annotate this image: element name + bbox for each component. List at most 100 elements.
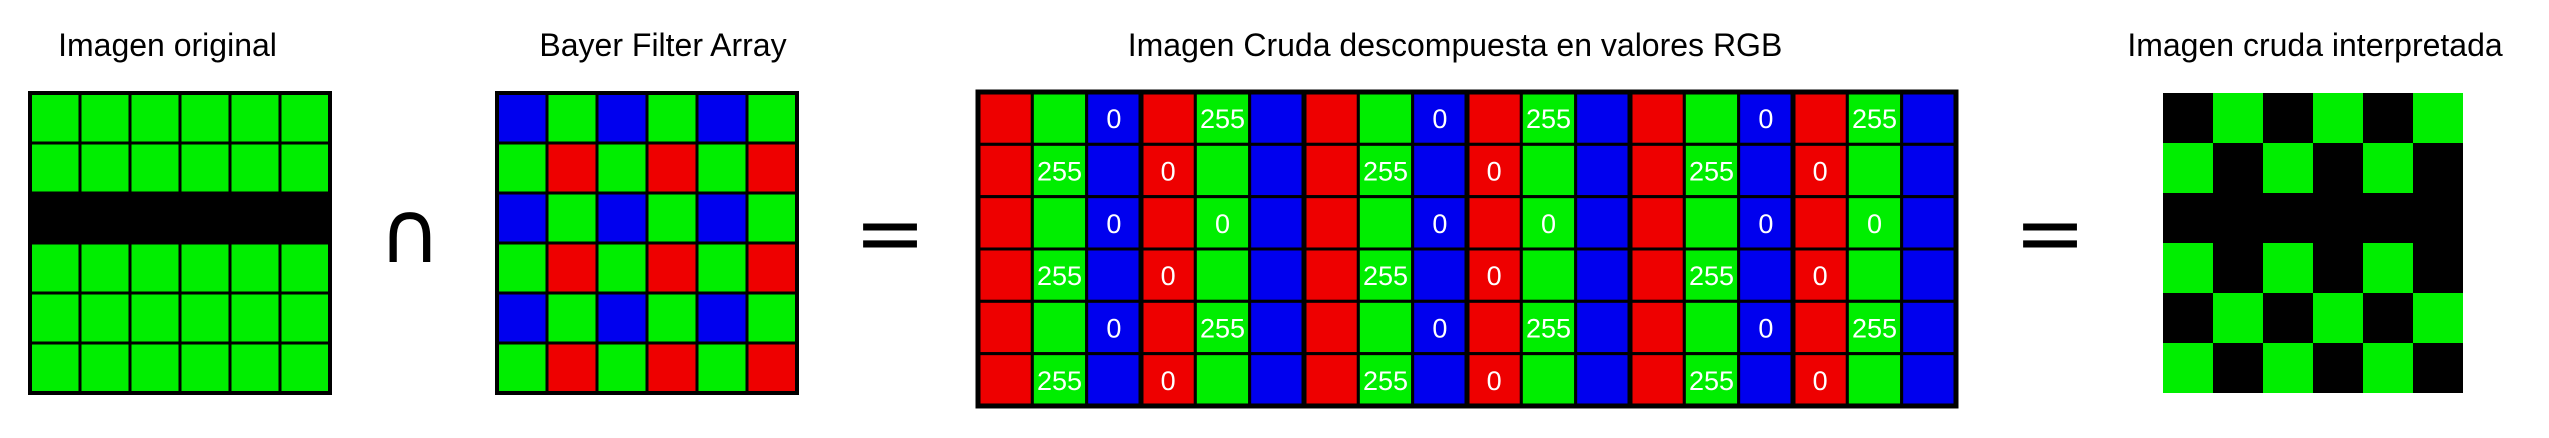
raw-channel-green — [1845, 352, 1904, 408]
pixel-red — [545, 341, 599, 395]
pixel-green — [2213, 293, 2263, 343]
raw-channel-red — [1791, 90, 1849, 146]
raw-channel-red — [1628, 90, 1686, 146]
raw-channel-red — [1302, 247, 1360, 303]
pixel-black — [2413, 243, 2463, 293]
channel-value-label: 0 — [1758, 313, 1773, 343]
pixel-green — [2213, 93, 2263, 143]
pixel-black — [2263, 93, 2313, 143]
pixel-red — [745, 141, 799, 195]
raw-channel-green — [1030, 299, 1089, 356]
raw-channel-blue — [1737, 142, 1795, 199]
raw-channel-blue — [1737, 195, 1795, 251]
pixel-green — [595, 341, 649, 395]
raw-channel-red — [1628, 195, 1686, 251]
pixel-blue — [595, 91, 649, 145]
channel-value-label: 0 — [1106, 209, 1121, 239]
pixel-green — [2313, 293, 2363, 343]
title-bayer: Bayer Filter Array — [539, 27, 787, 63]
channel-value-label: 0 — [1215, 209, 1230, 239]
raw-channel-blue — [1900, 142, 1958, 199]
channel-value-label: 0 — [1106, 313, 1121, 343]
pixel-green — [2163, 143, 2213, 193]
pixel-green — [2163, 243, 2213, 293]
pixel-green — [178, 91, 232, 145]
pixel-green — [278, 291, 332, 345]
pixel-green — [28, 341, 82, 395]
grid-border — [28, 91, 332, 395]
title-interpreted: Imagen cruda interpretada — [2127, 27, 2503, 63]
pixel-green — [128, 241, 182, 295]
pixel-black — [2263, 293, 2313, 343]
raw-channel-green — [1519, 247, 1578, 303]
channel-value-label: 0 — [1161, 366, 1176, 396]
channel-value-label: 0 — [1867, 209, 1882, 239]
channel-value-label: 0 — [1758, 209, 1773, 239]
raw-channel-blue — [1574, 195, 1632, 251]
channel-value-label: 0 — [1106, 104, 1121, 134]
raw-channel-blue — [1411, 247, 1469, 303]
pixel-green — [28, 291, 82, 345]
pixel-green — [2263, 243, 2313, 293]
channel-value-label: 0 — [1432, 313, 1447, 343]
raw-channel-red — [976, 352, 1034, 408]
pixel-green — [28, 241, 82, 295]
original-image-grid — [28, 91, 332, 395]
raw-channel-blue — [1737, 352, 1795, 408]
raw-channel-green — [1030, 90, 1089, 146]
pixel-green — [545, 291, 599, 345]
pixel-green — [28, 91, 82, 145]
raw-channel-red — [1628, 247, 1686, 303]
pixel-black — [2363, 293, 2413, 343]
raw-channel-blue — [1085, 142, 1143, 199]
channel-value-label: 0 — [1487, 366, 1502, 396]
raw-channel-blue — [1574, 352, 1632, 408]
raw-channel-red — [1302, 299, 1360, 356]
channel-value-label: 255 — [1852, 104, 1897, 134]
pixel-green — [178, 141, 232, 195]
channel-value-label: 255 — [1363, 156, 1408, 186]
channel-value-label: 255 — [1689, 156, 1734, 186]
raw-channel-blue — [1900, 299, 1958, 356]
pixel-black — [2313, 193, 2363, 243]
raw-channel-red — [1139, 195, 1197, 251]
raw-channel-red — [976, 299, 1034, 356]
pixel-green — [78, 241, 132, 295]
pixel-blue — [595, 291, 649, 345]
channel-value-label: 0 — [1432, 104, 1447, 134]
pixel-green — [128, 141, 182, 195]
pixel-black — [2213, 243, 2263, 293]
raw-channel-green — [1193, 352, 1252, 408]
pixel-green — [545, 191, 599, 245]
channel-value-label: 0 — [1161, 261, 1176, 291]
channel-value-label: 0 — [1432, 209, 1447, 239]
pixel-blue — [595, 191, 649, 245]
channel-value-label: 0 — [1758, 104, 1773, 134]
pixel-black — [2363, 193, 2413, 243]
pixel-green — [278, 141, 332, 195]
raw-channel-blue — [1737, 247, 1795, 303]
raw-channel-green — [1682, 299, 1741, 356]
pixel-green — [2363, 143, 2413, 193]
pixel-green — [2313, 93, 2363, 143]
raw-channel-red — [1465, 299, 1523, 356]
channel-value-label: 255 — [1526, 104, 1571, 134]
channel-value-label: 0 — [1813, 156, 1828, 186]
raw-channel-blue — [1574, 247, 1632, 303]
pixel-green — [278, 91, 332, 145]
raw-channel-green — [1030, 142, 1089, 199]
pixel-black — [2163, 293, 2213, 343]
channel-value-label: 255 — [1037, 261, 1082, 291]
raw-channel-blue — [1900, 247, 1958, 303]
raw-channel-green — [1845, 90, 1904, 146]
pixel-green — [2263, 143, 2313, 193]
channel-value-label: 0 — [1487, 261, 1502, 291]
pixel-red — [645, 241, 699, 295]
raw-channel-green — [1356, 195, 1415, 251]
pixel-black — [2213, 343, 2263, 393]
pixel-black — [2313, 243, 2363, 293]
equals-operator-1: = — [853, 183, 927, 283]
pixel-green — [28, 141, 82, 195]
channel-value-label: 255 — [1363, 261, 1408, 291]
raw-channel-blue — [1248, 142, 1306, 199]
